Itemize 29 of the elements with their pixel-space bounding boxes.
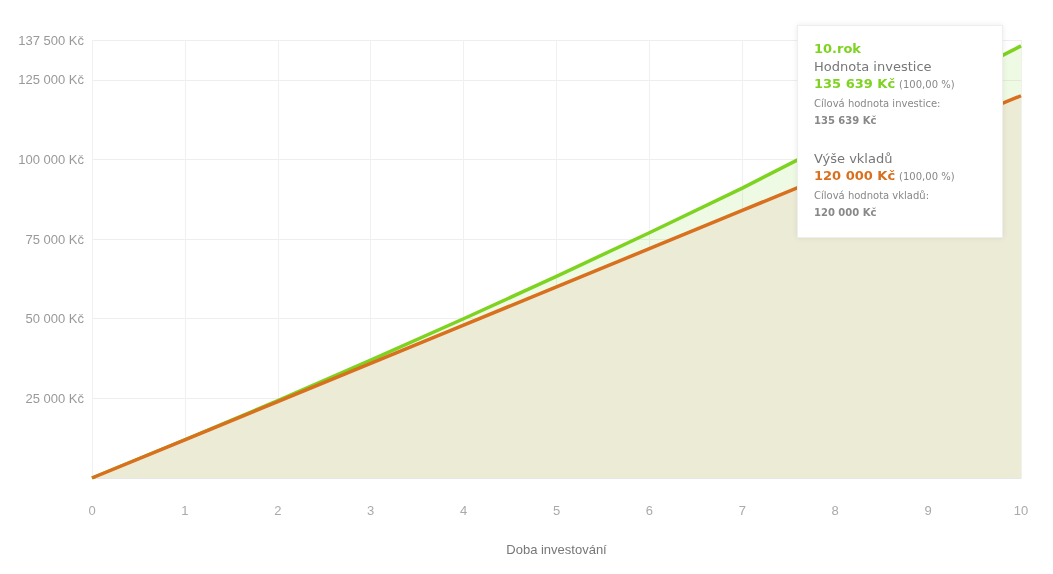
x-tick-label: 4 [459, 503, 468, 518]
annotation: 135 639 Kč [814, 115, 877, 127]
y-tick-label: 75 000 Kč [25, 231, 85, 247]
annotation: (100,00 %) [899, 79, 955, 91]
x-tick-label: 8 [831, 503, 839, 518]
x-axis-title: Doba investování [506, 542, 608, 557]
x-tick-label: 9 [924, 503, 932, 518]
x-tick-label: 10 [1013, 503, 1029, 518]
y-tick-label: 125 000 Kč [18, 72, 85, 88]
y-tick-label: 50 000 Kč [25, 311, 85, 327]
annotation: 120 000 Kč [814, 207, 877, 219]
annotation: Cílová hodnota investice: [814, 97, 941, 109]
x-tick-label: 6 [645, 503, 654, 518]
y-tick-label: 100 000 Kč [18, 151, 85, 167]
annotation: 10.rok [814, 41, 862, 56]
annotation: 135 639 Kč [814, 76, 896, 92]
x-tick-label: 0 [88, 503, 96, 518]
annotation: Hodnota investice [814, 58, 932, 74]
annotation: (100,00 %) [899, 171, 955, 183]
y-tick-label: 25 000 Kč [25, 390, 85, 406]
annotation: Cílová hodnota vkladů: [814, 189, 930, 201]
annotation: 120 000 Kč [814, 168, 896, 184]
x-tick-label: 7 [738, 503, 746, 518]
annotation: Výše vkladů [814, 150, 893, 166]
x-tick-label: 1 [181, 503, 189, 518]
y-tick-label: 137 500 Kč [18, 32, 85, 48]
x-tick-label: 5 [552, 503, 561, 518]
x-tick-label: 3 [367, 503, 375, 518]
x-tick-label: 2 [274, 503, 282, 518]
